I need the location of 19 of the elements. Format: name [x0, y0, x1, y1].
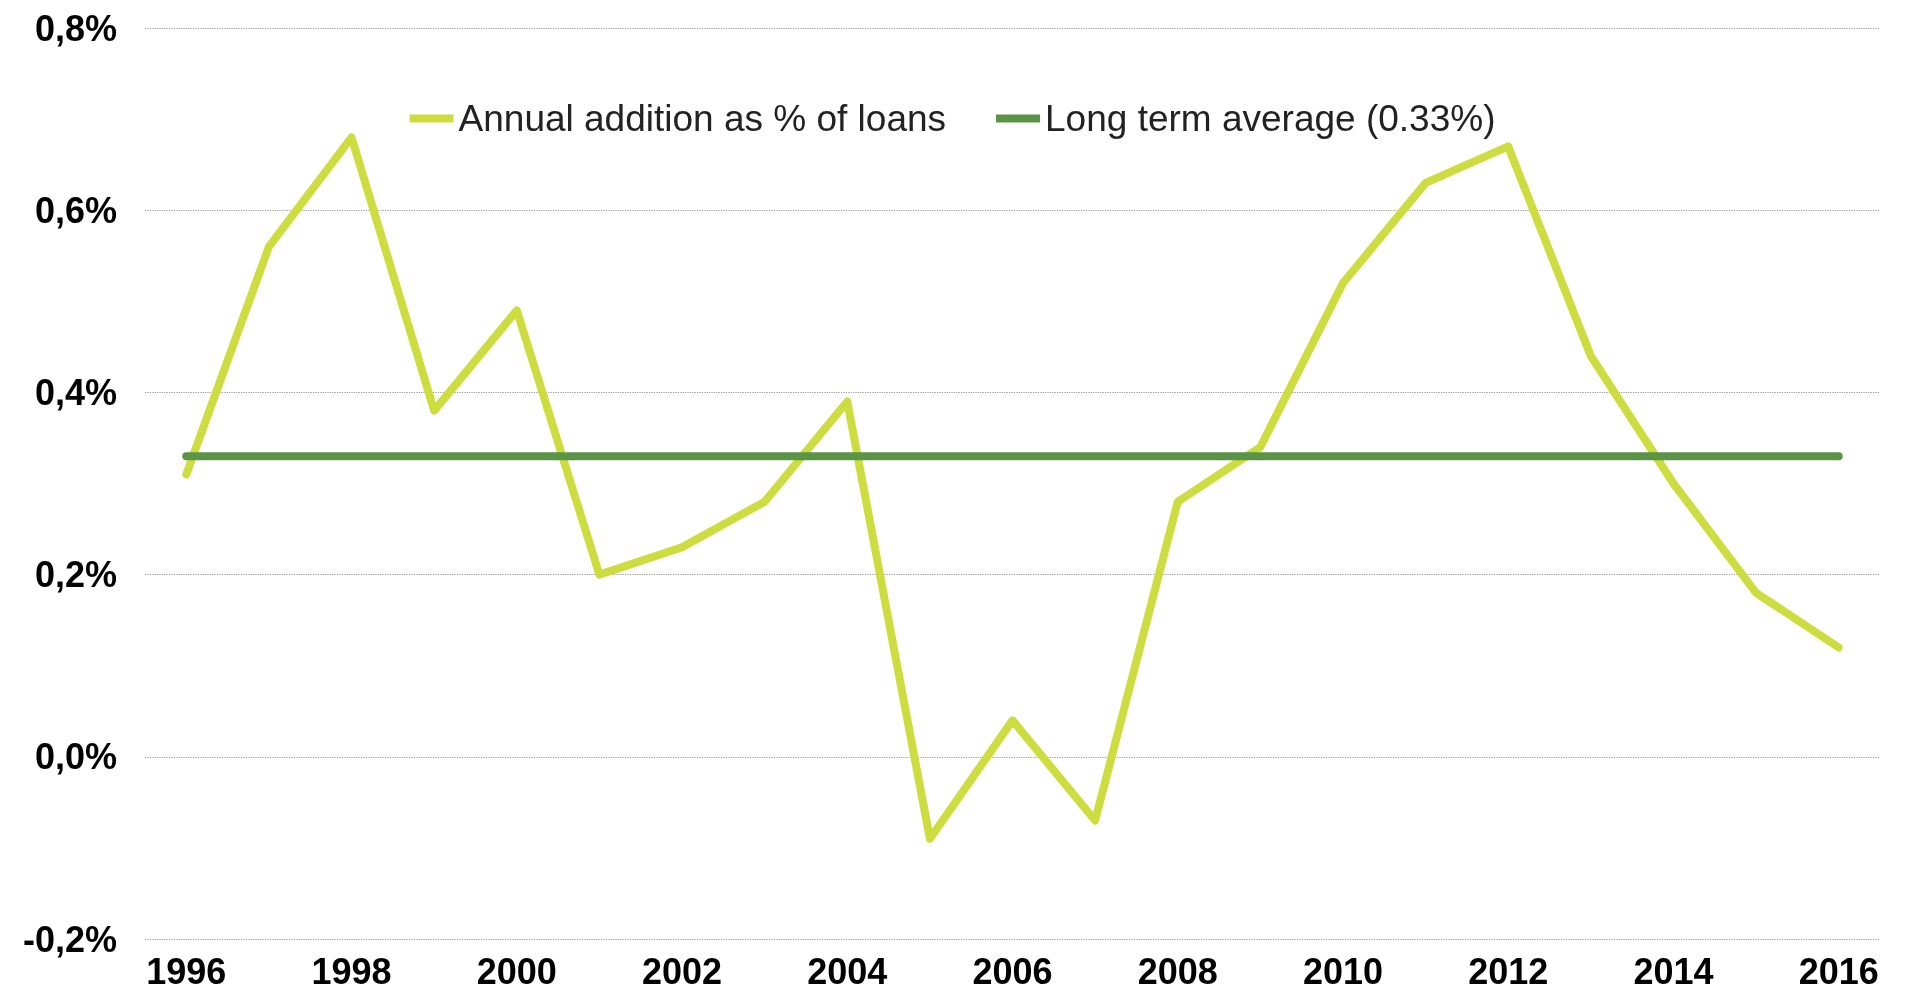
y-tick-label: 0,6%: [34, 189, 117, 231]
y-tick-label: -0,2%: [22, 918, 117, 960]
y-tick-label: 0,2%: [34, 554, 117, 596]
legend-label: Annual addition as % of loans: [458, 98, 947, 139]
x-tick-label: 2004: [807, 950, 888, 989]
x-tick-label: 2016: [1798, 950, 1879, 989]
x-tick-label: 2014: [1633, 950, 1714, 989]
y-tick-label: 0,4%: [34, 371, 117, 413]
x-tick-label: 2000: [476, 950, 557, 989]
legend-label: Long term average (0.33%): [1045, 98, 1496, 139]
x-tick-label: 2002: [641, 950, 723, 989]
x-tick-label: 2012: [1468, 950, 1549, 989]
x-tick-label: 2006: [972, 950, 1053, 989]
x-tick-label: 1998: [311, 950, 392, 989]
x-tick-label: 2008: [1137, 950, 1218, 989]
y-tick-label: 0,0%: [34, 736, 117, 778]
y-tick-label: 0,8%: [34, 7, 117, 49]
x-tick-label: 1996: [146, 950, 227, 989]
x-tick-label: 2010: [1302, 950, 1384, 989]
